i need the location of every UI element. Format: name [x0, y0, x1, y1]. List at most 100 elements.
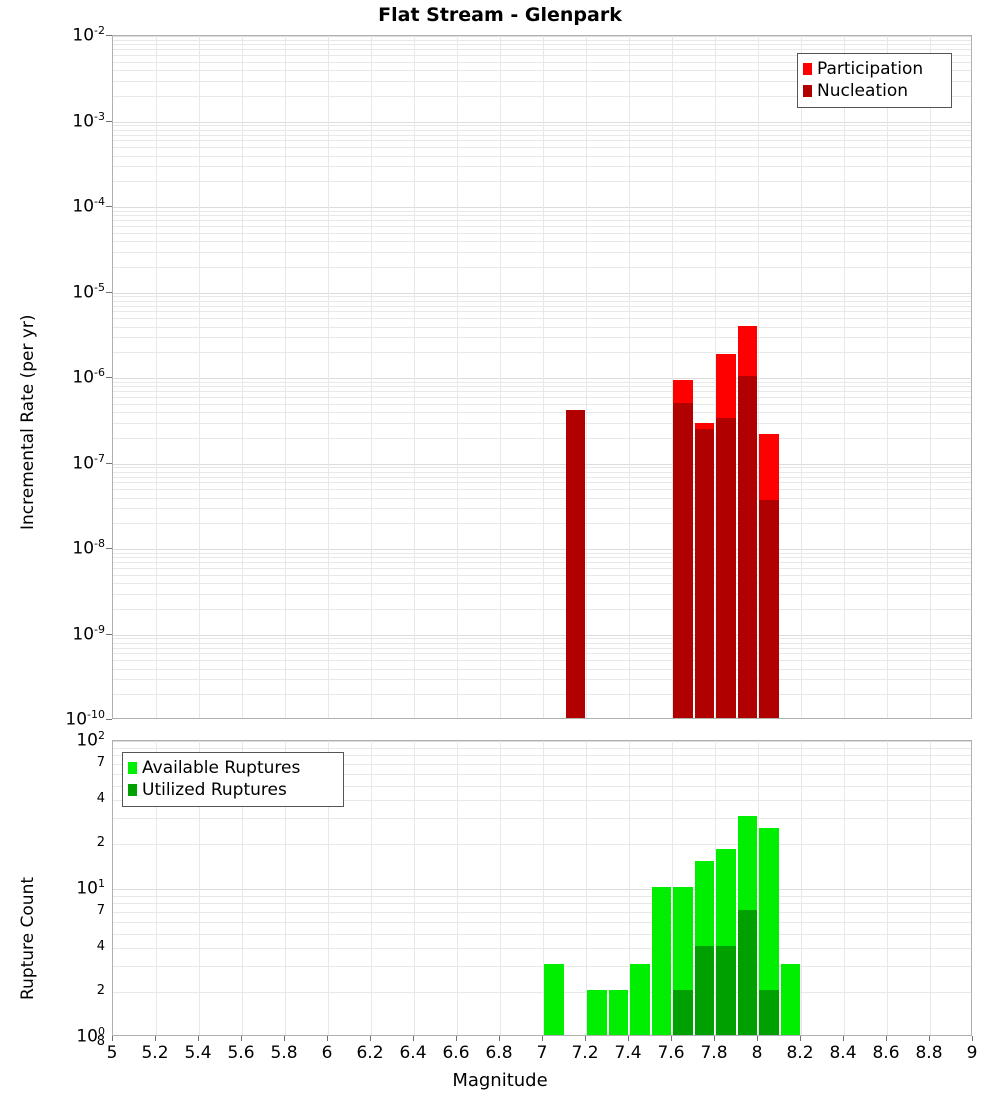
axis-tick — [106, 719, 112, 720]
legend-swatch-icon — [128, 762, 137, 774]
top-legend-item[interactable]: Participation — [803, 58, 944, 80]
gridline — [113, 638, 971, 640]
x-tick-label: 8.8 — [915, 1043, 943, 1063]
gridline — [113, 593, 971, 595]
gridline — [113, 679, 971, 681]
gridline — [543, 36, 544, 718]
axis-tick — [327, 1036, 328, 1041]
bottom-panel-legend: Available Ruptures Utilized Ruptures — [122, 752, 344, 807]
gridline — [113, 422, 971, 424]
x-tick-label: 6 — [321, 1043, 333, 1063]
gridline — [113, 403, 971, 405]
top-y-tick-label: 10-2 — [72, 24, 105, 46]
gridline — [113, 741, 971, 742]
axis-tick — [757, 1036, 758, 1041]
available-ruptures-segment — [780, 964, 800, 1035]
gridline — [113, 125, 971, 127]
utilized-ruptures-segment — [716, 945, 736, 1035]
rate-bar — [673, 379, 693, 718]
gridline — [113, 895, 971, 897]
gridline — [113, 463, 971, 465]
bottom-y-axis-title: Rupture Count — [18, 876, 38, 1000]
gridline — [113, 266, 971, 268]
legend-label: Utilized Ruptures — [142, 779, 287, 800]
gridline — [113, 773, 971, 775]
top-y-tick-label: 10-10 — [65, 708, 105, 730]
rupture-bar — [694, 860, 714, 1035]
gridline — [113, 583, 971, 585]
gridline — [113, 232, 971, 234]
gridline — [113, 61, 971, 63]
nucleation-segment — [737, 376, 757, 718]
gridline — [930, 741, 931, 1035]
gridline — [113, 225, 971, 227]
gridline — [113, 311, 971, 313]
bottom-y-minor-tick-label: 2 — [96, 983, 105, 999]
gridline — [113, 567, 971, 569]
axis-tick — [106, 120, 112, 122]
axis-tick — [106, 377, 112, 378]
bottom-legend-item[interactable]: Utilized Ruptures — [128, 779, 336, 801]
gridline — [113, 241, 971, 243]
axis-tick — [284, 1036, 285, 1041]
gridline — [113, 476, 971, 478]
legend-label: Available Ruptures — [142, 757, 301, 778]
gridline — [629, 36, 630, 718]
gridline — [113, 70, 971, 72]
gridline — [113, 799, 971, 801]
gridline — [715, 36, 716, 718]
top-panel-legend: Participation Nucleation — [797, 53, 952, 108]
gridline — [113, 552, 971, 554]
gridline — [113, 574, 971, 576]
x-tick-label: 6.2 — [356, 1043, 384, 1063]
top-legend-item[interactable]: Nucleation — [803, 80, 944, 102]
gridline — [113, 39, 971, 41]
bottom-y-minor-tick-label: 8 — [96, 1034, 105, 1049]
gridline — [113, 181, 971, 183]
gridline — [113, 215, 971, 217]
gridline — [156, 36, 157, 718]
bottom-legend-item[interactable]: Available Ruptures — [128, 757, 336, 779]
available-ruptures-segment — [587, 990, 607, 1035]
gridline — [930, 36, 931, 718]
gridline — [113, 305, 971, 307]
incremental-rate-plot — [112, 35, 972, 719]
gridline — [586, 741, 587, 1035]
x-tick-label: 6.4 — [399, 1043, 427, 1063]
rupture-bar — [673, 887, 693, 1035]
gridline — [113, 642, 971, 644]
gridline — [586, 36, 587, 718]
gridline — [113, 121, 971, 123]
gridline — [113, 471, 971, 473]
gridline — [715, 741, 716, 1035]
utilized-ruptures-segment — [737, 909, 757, 1035]
gridline — [113, 166, 971, 168]
gridline — [457, 36, 458, 718]
axis-tick — [886, 1036, 887, 1041]
gridline — [844, 741, 845, 1035]
axis-tick — [106, 462, 112, 464]
gridline — [285, 36, 286, 718]
gridline — [414, 36, 415, 718]
utilized-ruptures-segment — [694, 945, 714, 1035]
rupture-bar — [780, 964, 800, 1035]
x-tick-label: 5.6 — [227, 1043, 255, 1063]
available-ruptures-segment — [651, 887, 671, 1035]
bottom-y-tick-label: 102 — [76, 729, 105, 751]
gridline — [113, 80, 971, 82]
gridline — [113, 903, 971, 905]
axis-tick — [106, 206, 112, 207]
gridline — [500, 36, 501, 718]
legend-swatch-icon — [803, 85, 812, 97]
gridline — [113, 36, 971, 37]
gridline — [113, 966, 971, 968]
axis-tick — [499, 1036, 500, 1041]
gridline — [113, 489, 971, 491]
gridline — [113, 889, 971, 890]
x-axis-title: Magnitude — [452, 1070, 548, 1091]
gridline — [113, 337, 971, 339]
gridline — [113, 300, 971, 302]
gridline — [113, 608, 971, 610]
axis-tick — [714, 1036, 715, 1041]
gridline — [113, 140, 971, 142]
